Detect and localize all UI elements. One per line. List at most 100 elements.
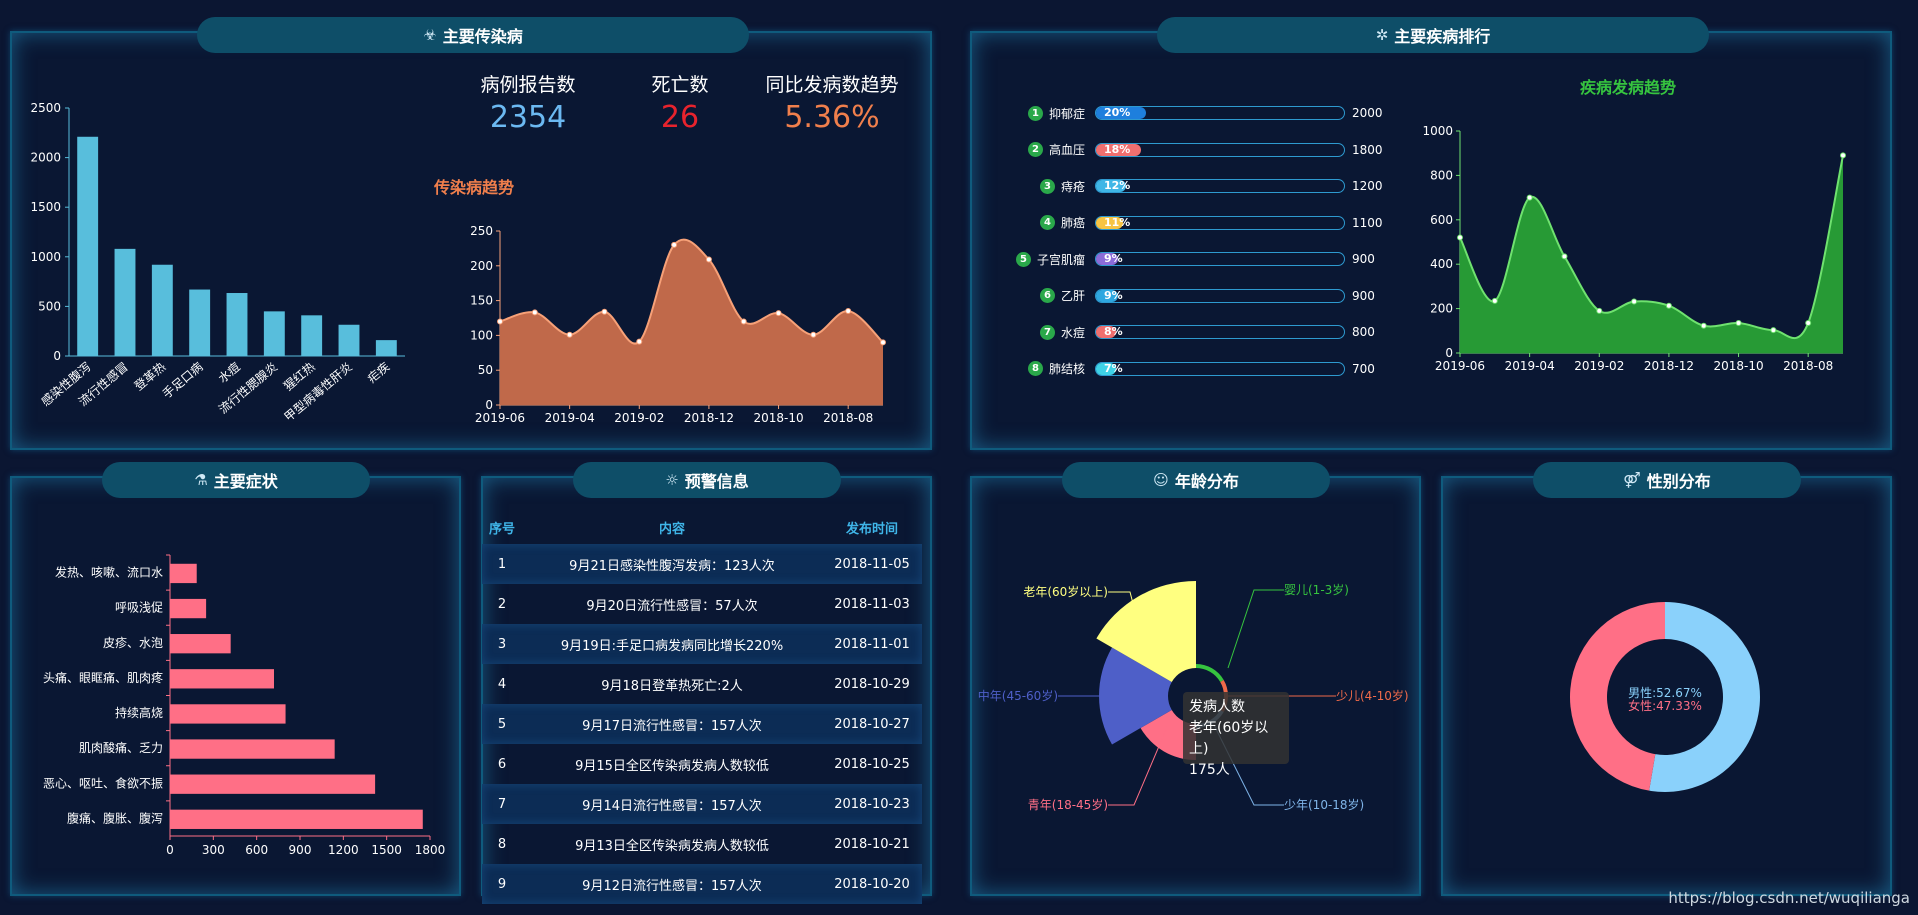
rank-bar-track: 7% bbox=[1095, 361, 1345, 376]
rank-bar-fill: 7% bbox=[1096, 362, 1123, 375]
panel-title-text: 主要传染病 bbox=[442, 27, 523, 46]
y-tick-label: 腹痛、腹胀、腹泻 bbox=[67, 810, 163, 825]
y-tick-label: 200 bbox=[1430, 302, 1453, 316]
panel-title-disease-rank: ✲ 主要疾病排行 bbox=[1157, 17, 1709, 53]
area-line bbox=[1459, 155, 1844, 339]
rank-number-badge: 4 bbox=[1039, 215, 1055, 230]
rank-bar-fill: 12% bbox=[1096, 180, 1130, 192]
y-tick-label: 150 bbox=[470, 294, 493, 308]
bar bbox=[301, 315, 323, 356]
rank-name: 抑郁症 bbox=[1048, 106, 1085, 121]
rank-row: 5 子宫肌瘤 9% 900 bbox=[1010, 249, 1390, 269]
rank-number-badge: 6 bbox=[1039, 288, 1055, 303]
rank-number-badge: 5 bbox=[1015, 251, 1031, 267]
y-tick-label: 2000 bbox=[30, 151, 61, 165]
rank-value: 1100 bbox=[1352, 215, 1383, 230]
bar bbox=[189, 289, 211, 356]
x-tick-label: 1800 bbox=[415, 843, 446, 857]
panel-title-text: 主要疾病排行 bbox=[1394, 27, 1491, 46]
cell-content: 9月17日流行性感冒：157人次 bbox=[582, 718, 762, 734]
data-point bbox=[1840, 152, 1846, 159]
x-tick-label: 2018-12 bbox=[1644, 359, 1694, 373]
x-tick-label: 1500 bbox=[371, 843, 402, 857]
stat-value-cases: 2354 bbox=[489, 100, 567, 135]
rank-bar-fill: 9% bbox=[1096, 289, 1123, 302]
data-point bbox=[1561, 253, 1568, 260]
rank-bar-fill: 11% bbox=[1096, 216, 1130, 229]
bar bbox=[226, 293, 248, 356]
table-row[interactable]: 1 9月21日感染性腹泻发病：123人次 2018-11-05 bbox=[482, 544, 922, 584]
rank-row: 7 水痘 8% 800 bbox=[1010, 322, 1390, 342]
cell-index: 1 bbox=[497, 556, 507, 572]
gender-female-label: 女性:47.33% bbox=[1628, 699, 1702, 713]
label-leader bbox=[1227, 589, 1284, 669]
slice-label: 少儿(4-10岁) bbox=[1336, 688, 1409, 703]
rank-name: 乙肝 bbox=[1060, 289, 1085, 303]
data-point bbox=[671, 241, 678, 248]
rank-row: 4 肺癌 11% 1100 bbox=[1010, 213, 1390, 233]
table-row[interactable]: 2 9月20日流行性感冒：57人次 2018-11-03 bbox=[482, 584, 922, 624]
y-tick-label: 50 bbox=[478, 363, 493, 377]
rank-name: 子宫肌瘤 bbox=[1036, 252, 1085, 267]
cell-date: 2018-11-05 bbox=[834, 556, 910, 572]
table-row[interactable]: 5 9月17日流行性感冒：157人次 2018-10-27 bbox=[482, 704, 922, 744]
data-point bbox=[1596, 307, 1603, 314]
panel-title-text: 主要症状 bbox=[213, 472, 278, 491]
panel-title-infectious: ☣ 主要传染病 bbox=[197, 17, 749, 53]
table-row[interactable]: 4 9月18日登革热死亡:2人 2018-10-29 bbox=[482, 664, 922, 704]
cell-content: 9月15日全区传染病发病人数较低 bbox=[575, 758, 769, 774]
cell-content: 9月21日感染性腹泻发病：123人次 bbox=[569, 558, 775, 574]
rank-value: 1200 bbox=[1352, 179, 1383, 193]
data-point bbox=[810, 331, 817, 338]
x-tick-label: 2019-02 bbox=[1574, 359, 1624, 373]
cell-index: 6 bbox=[497, 756, 507, 772]
infectious-trend-title: 传染病趋势 bbox=[434, 178, 515, 197]
table-row[interactable]: 9 9月12日流行性感冒：157人次 2018-10-20 bbox=[482, 864, 922, 904]
tooltip-title: 发病人数 bbox=[1189, 699, 1245, 715]
y-tick-label: 头痛、眼眶痛、肌肉疼 bbox=[43, 670, 163, 685]
rank-row: 1 抑郁症 20% 2000 bbox=[1010, 103, 1390, 123]
cell-index: 8 bbox=[497, 836, 507, 852]
table-row[interactable]: 8 9月13日全区传染病发病人数较低 2018-10-21 bbox=[482, 824, 922, 864]
data-point bbox=[497, 318, 503, 325]
rank-value: 900 bbox=[1352, 252, 1375, 266]
x-tick-label: 1200 bbox=[328, 843, 359, 857]
panel-title-text: 性别分布 bbox=[1646, 472, 1711, 491]
slice-label: 青年(18-45岁) bbox=[1028, 797, 1108, 812]
cell-content: 9月19日:手足口病发病同比增长220% bbox=[560, 638, 784, 654]
table-row[interactable]: 7 9月14日流行性感冒：157人次 2018-10-23 bbox=[482, 784, 922, 824]
bar bbox=[170, 739, 335, 759]
bar bbox=[170, 563, 197, 584]
slice-label: 少年(10-18岁) bbox=[1284, 797, 1364, 812]
table-row[interactable]: 6 9月15日全区传染病发病人数较低 2018-10-25 bbox=[482, 744, 922, 784]
y-tick-label: 恶心、呕吐、食欲不振 bbox=[43, 775, 163, 790]
y-tick-label: 1000 bbox=[30, 250, 61, 264]
panel-title-gender: ⚤ 性别分布 bbox=[1533, 462, 1801, 498]
rank-bar-fill: 20% bbox=[1096, 107, 1146, 119]
cell-date: 2018-10-25 bbox=[834, 756, 910, 772]
x-tick-label: 2019-06 bbox=[475, 411, 525, 425]
panel-age: ☺ 年龄分布 bbox=[970, 462, 1421, 896]
table-row[interactable]: 3 9月19日:手足口病发病同比增长220% 2018-11-01 bbox=[482, 624, 922, 664]
x-tick-label: 2018-12 bbox=[684, 411, 734, 425]
rank-number-badge: 7 bbox=[1039, 324, 1055, 340]
rose-slice bbox=[1099, 647, 1172, 745]
data-point bbox=[1631, 298, 1638, 305]
data-point bbox=[1805, 320, 1812, 327]
stat-value-deaths: 26 bbox=[660, 100, 700, 135]
rank-value: 1800 bbox=[1352, 142, 1383, 157]
rank-row: 3 痔疮 12% 1200 bbox=[1010, 176, 1390, 196]
y-tick-label: 800 bbox=[1430, 168, 1453, 182]
x-tick-label: 2019-04 bbox=[545, 411, 595, 425]
rank-name: 痔疮 bbox=[1060, 179, 1085, 194]
rank-bar-track: 20% bbox=[1095, 106, 1345, 120]
y-tick-label: 呼吸浅促 bbox=[115, 601, 163, 615]
rose-slice bbox=[1196, 664, 1224, 682]
y-tick-label: 0 bbox=[53, 349, 61, 363]
y-tick-label: 400 bbox=[1430, 257, 1453, 271]
donut-slice bbox=[1649, 602, 1761, 792]
data-point bbox=[1491, 297, 1498, 304]
warning-table: 序号 内容 发布时间 1 9月21日感染性腹泻发病：123人次 2018-11-05… bbox=[482, 510, 922, 904]
rank-bar-fill: 9% bbox=[1096, 253, 1123, 265]
disease-trend-title: 疾病发病趋势 bbox=[1580, 78, 1677, 97]
